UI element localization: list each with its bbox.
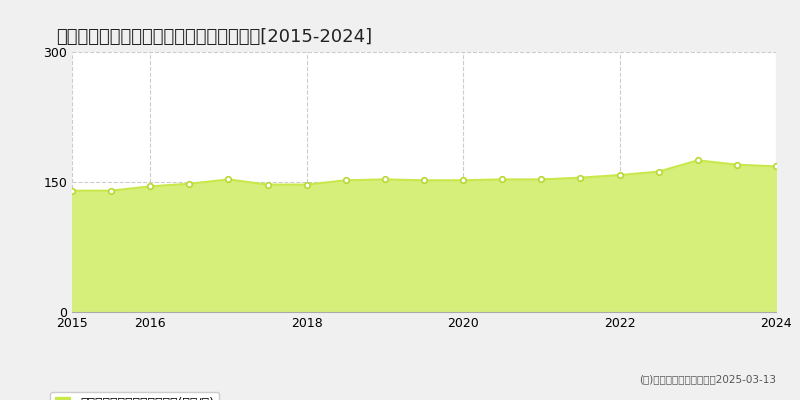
Text: (Ｃ)土地価格ドットコム　2025-03-13: (Ｃ)土地価格ドットコム 2025-03-13 (639, 374, 776, 384)
Legend: マンション価格　平均坤単価(万円/坤): マンション価格 平均坤単価(万円/坤) (50, 392, 219, 400)
Text: 福岡市南区大橋団地　マンション価格渟移[2015-2024]: 福岡市南区大橋団地 マンション価格渟移[2015-2024] (56, 28, 372, 46)
